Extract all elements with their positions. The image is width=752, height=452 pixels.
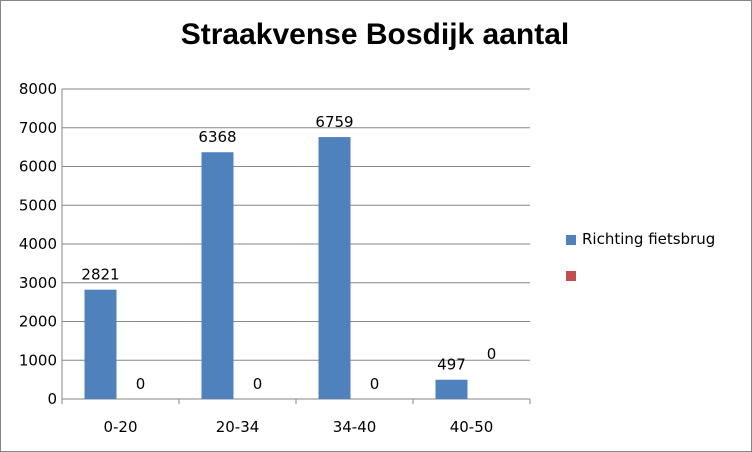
x-tick-label: 0-20 (103, 418, 137, 436)
legend-swatch-series-1 (566, 234, 576, 245)
legend-label-series-1: Richting fietsbrug (582, 230, 716, 248)
bar-series-1 (435, 379, 468, 399)
bar-series-1 (84, 289, 117, 399)
bar-series-1 (318, 137, 351, 399)
x-tick-label: 40-50 (450, 418, 494, 436)
x-tick-label: 34-40 (333, 418, 377, 436)
y-tick-label: 6000 (19, 158, 57, 176)
data-label: 0 (370, 375, 380, 393)
y-tick-label: 8000 (19, 80, 57, 98)
y-tick-label: 7000 (19, 119, 57, 137)
bar-series-1 (201, 152, 234, 399)
x-tick-label: 20-34 (216, 418, 260, 436)
y-tick-label: 5000 (19, 196, 57, 214)
data-label: 6759 (315, 113, 353, 131)
y-tick-label: 3000 (19, 274, 57, 292)
data-label: 2821 (81, 266, 119, 284)
legend-item-series-2 (566, 266, 582, 284)
data-label: 497 (437, 356, 466, 374)
data-label: 0 (487, 345, 497, 363)
legend-item-series-1: Richting fietsbrug (566, 230, 715, 248)
chart-title: Straakvense Bosdijk aantal (180, 18, 570, 51)
y-tick-label: 1000 (19, 351, 57, 369)
data-label: 6368 (198, 128, 236, 146)
legend-swatch-series-2 (566, 270, 576, 281)
data-label: 0 (136, 375, 146, 393)
data-label: 0 (253, 375, 263, 393)
y-tick-label: 2000 (19, 313, 57, 331)
y-tick-label: 0 (47, 390, 57, 408)
y-tick-label: 4000 (19, 235, 57, 253)
